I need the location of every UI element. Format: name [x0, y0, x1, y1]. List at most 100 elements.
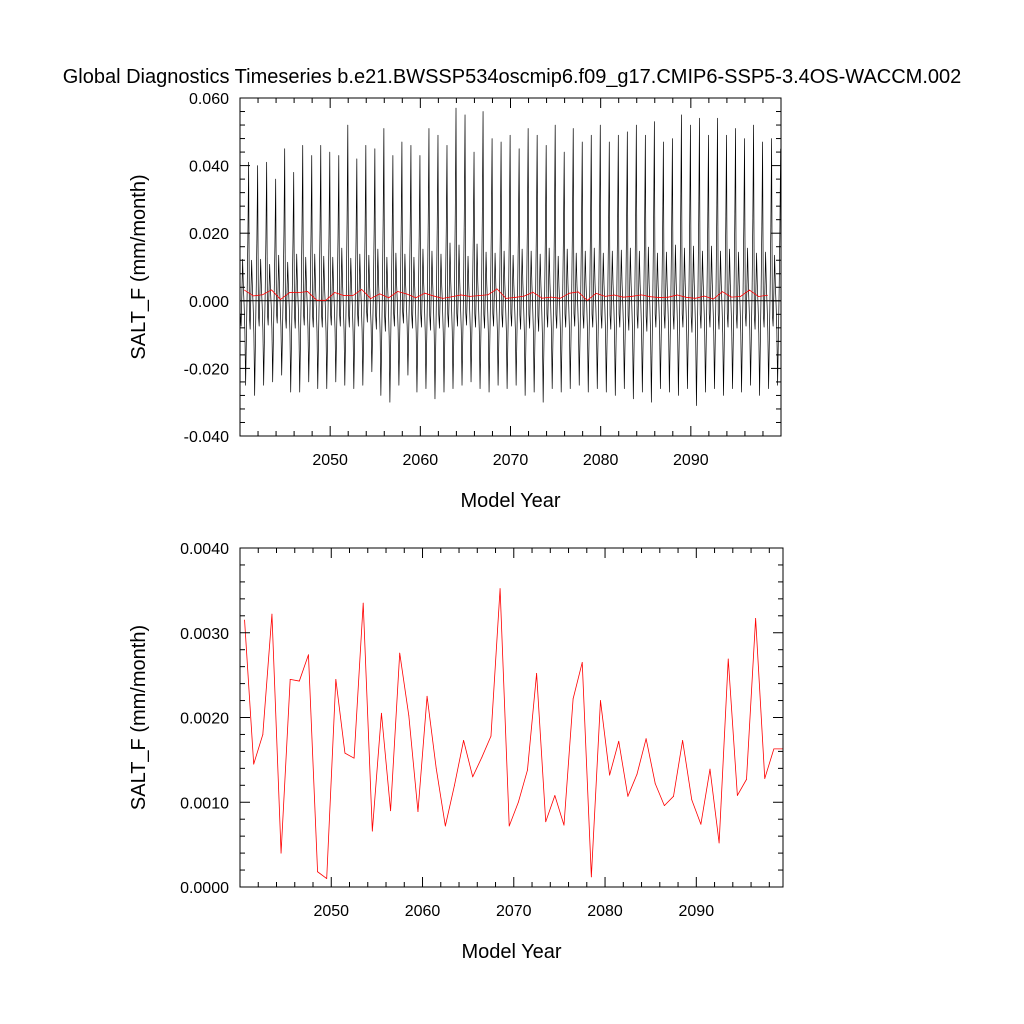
annual-point	[289, 292, 290, 293]
annual-point	[371, 830, 373, 832]
plot-frame	[239, 547, 784, 888]
annual-point	[399, 652, 401, 654]
x-axis-title: Model Year	[460, 490, 560, 512]
annual-point	[618, 740, 620, 742]
annual-point	[325, 300, 327, 301]
annual-point	[700, 823, 702, 825]
annual-point	[496, 288, 498, 290]
annual-point	[435, 767, 437, 769]
annual-point	[667, 296, 669, 298]
annual-point	[370, 298, 372, 299]
annual-point	[590, 876, 592, 878]
annual-point	[451, 296, 453, 298]
y-tick-label: -0.040	[184, 429, 229, 446]
annual-point	[595, 292, 597, 294]
annual-point	[487, 294, 489, 296]
y-tick-label: 0.060	[189, 91, 229, 108]
annual-point	[344, 752, 346, 754]
annual-point	[627, 795, 629, 797]
annual-point	[469, 296, 471, 297]
annual-point	[658, 297, 660, 298]
annual-point	[253, 763, 255, 765]
annual-point	[572, 698, 574, 700]
x-axis-title: Model Year	[461, 941, 561, 963]
annual-point	[604, 295, 606, 297]
annual-point	[645, 738, 647, 740]
annual-point	[712, 298, 714, 300]
x-tick-label: 2060	[405, 903, 441, 920]
annual-point	[472, 776, 474, 778]
annual-point	[397, 291, 399, 292]
annual-point	[682, 739, 684, 741]
annual-point	[317, 871, 318, 873]
annual-point	[640, 294, 642, 296]
annual-point	[481, 756, 483, 758]
annual-point	[755, 617, 757, 619]
y-tick-label: 0.0010	[180, 795, 229, 812]
annual-point	[514, 297, 516, 298]
annual-point	[721, 291, 723, 293]
annual-point	[636, 773, 638, 775]
annual-point	[442, 297, 444, 299]
annual-point	[727, 658, 729, 660]
y-tick-label: -0.020	[184, 361, 229, 378]
y-tick-label: 0.040	[189, 159, 229, 176]
annual-point	[454, 784, 455, 786]
annual-point	[253, 295, 254, 297]
annual-point	[731, 296, 732, 298]
y-tick-label: 0.0000	[180, 880, 229, 897]
annual-point	[550, 296, 552, 298]
annual-point	[353, 757, 355, 759]
annual-point	[280, 852, 282, 854]
annual-point	[379, 293, 381, 295]
annual-point	[703, 295, 705, 297]
annual-point	[758, 296, 759, 297]
annual-point	[586, 299, 588, 301]
annual-point	[631, 295, 633, 297]
annual-point	[613, 294, 615, 296]
annual-point	[736, 795, 738, 796]
y-tick-label: 0.0020	[180, 711, 229, 728]
series-monthly-line	[240, 107, 781, 406]
annual-point	[691, 799, 693, 801]
annual-point	[676, 294, 678, 296]
annual-point	[390, 810, 391, 812]
annual-point	[609, 774, 611, 776]
annual-point	[545, 821, 547, 823]
x-tick-label: 2070	[496, 903, 532, 920]
annual-point	[663, 805, 665, 807]
annual-point	[460, 294, 462, 296]
annual-point	[554, 795, 556, 796]
annual-point	[381, 712, 382, 714]
series-annual-line	[244, 588, 783, 879]
annual-point	[718, 842, 720, 844]
annual-point	[577, 291, 579, 293]
annual-point	[271, 613, 273, 615]
annual-point	[352, 295, 354, 297]
y-tick-label: 0.000	[189, 294, 229, 311]
y-tick-label: 0.0040	[180, 541, 229, 558]
annual-point	[280, 299, 281, 300]
x-tick-label: 2060	[403, 452, 439, 469]
annual-point	[527, 769, 528, 771]
annual-point	[388, 297, 390, 299]
annual-point	[746, 778, 747, 780]
annual-point	[685, 296, 687, 298]
figure-title: Global Diagnostics Timeseries b.e21.BWSS…	[63, 66, 962, 88]
annual-point	[262, 734, 264, 735]
annual-point	[764, 778, 766, 779]
annual-point	[568, 292, 570, 294]
annual-point	[244, 619, 245, 621]
annual-point	[622, 296, 624, 298]
annual-point	[673, 795, 674, 797]
annual-point	[536, 673, 537, 674]
annual-point	[408, 715, 410, 717]
y-axis-title: SALT_F (mm/month)	[128, 625, 150, 810]
x-tick-label: 2090	[679, 903, 715, 920]
annual-point	[694, 297, 696, 299]
annual-point	[335, 678, 337, 680]
annual-point	[563, 824, 565, 826]
annual-point	[244, 289, 245, 291]
annual-point	[478, 295, 480, 297]
